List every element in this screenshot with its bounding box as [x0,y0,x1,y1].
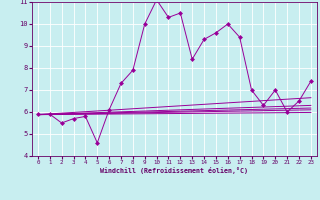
X-axis label: Windchill (Refroidissement éolien,°C): Windchill (Refroidissement éolien,°C) [100,167,248,174]
